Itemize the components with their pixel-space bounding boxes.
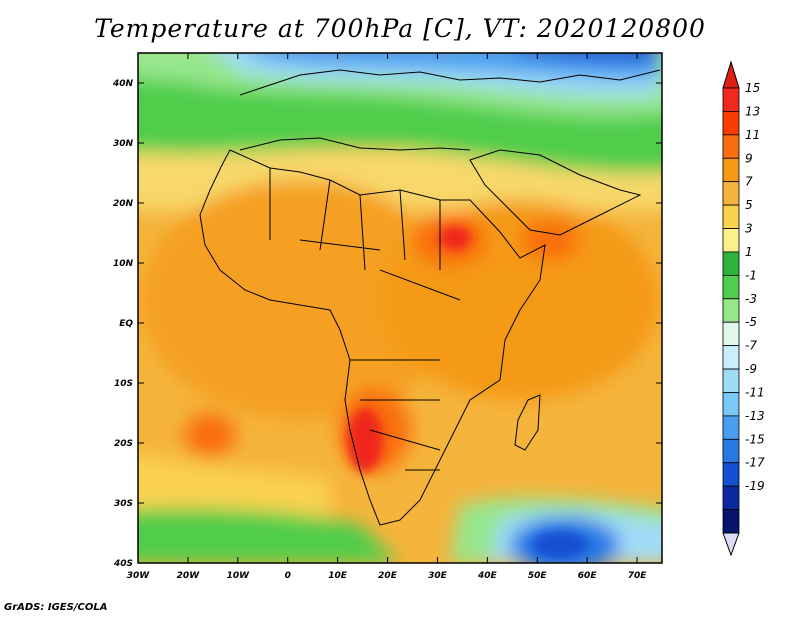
colorbar-swatch <box>722 228 740 253</box>
lat-tick-label: 10S <box>114 379 133 389</box>
colorbar-swatch <box>722 392 740 417</box>
latitude-axis: 40N 30N 20N 10N EQ 10S 20S 30S 40S <box>112 79 662 569</box>
colorbar-bottom-triangle <box>722 532 740 557</box>
lon-tick-label: 20E <box>378 571 398 581</box>
colorbar-swatch <box>722 345 740 370</box>
arabia-coastline <box>469 149 642 236</box>
colorbar-label: -5 <box>745 315 757 329</box>
colorbar-label: -13 <box>745 409 765 423</box>
colorbar-swatch <box>722 274 740 300</box>
colorbar-label: -1 <box>745 268 757 282</box>
colorbar-swatch <box>722 251 740 276</box>
mediterranean-south-coast <box>239 137 471 151</box>
lon-tick-label: 10W <box>227 571 251 581</box>
colorbar-label: -19 <box>745 479 765 493</box>
colorbar-swatch <box>722 204 740 229</box>
coastlines <box>199 69 661 526</box>
lat-tick-label: 30S <box>114 499 133 509</box>
colorbar-top-triangle <box>722 60 740 89</box>
lon-tick-label: 30W <box>127 571 151 581</box>
country-borders <box>269 168 461 471</box>
colorbar-swatch <box>722 111 740 136</box>
lon-tick-label: 0 <box>285 571 291 581</box>
colorbar-swatch <box>722 415 740 440</box>
colorbar-swatch <box>722 321 740 347</box>
lat-tick-label: 20S <box>114 439 133 449</box>
colorbar-label: -15 <box>745 432 765 446</box>
colorbar-swatch <box>722 181 740 206</box>
map-title: Temperature at 700hPa [C], VT: 202012080… <box>94 14 706 43</box>
europe-coastline <box>239 69 661 96</box>
temperature-field <box>138 53 662 563</box>
lon-tick-label: 40E <box>477 571 498 581</box>
colorbar-label: 5 <box>745 198 753 212</box>
lat-tick-label: 30N <box>113 139 134 149</box>
colorbar-label: 9 <box>745 151 753 165</box>
colorbar-swatch <box>722 485 740 510</box>
lat-tick-label: EQ <box>119 319 133 329</box>
colorbar-label: 15 <box>745 81 760 95</box>
colorbar-swatch <box>722 157 740 183</box>
colorbar-swatch <box>722 134 740 159</box>
colorbar-label: -11 <box>745 385 765 399</box>
grads-credit: GrADS: IGES/COLA <box>4 602 108 613</box>
lon-tick-label: 30E <box>428 571 448 581</box>
lon-tick-label: 60E <box>578 571 598 581</box>
lon-tick-label: 70E <box>628 571 648 581</box>
lon-tick-label: 50E <box>528 571 548 581</box>
lat-tick-label: 20N <box>113 199 134 209</box>
map-frame <box>137 52 663 564</box>
colorbar: 15 13 11 9 7 5 3 1 -1 -3 -5 -7 -9 -11 -13 -15 -17 -19 <box>722 60 765 557</box>
colorbar-swatch <box>722 87 740 112</box>
colorbar-label: -3 <box>745 292 757 306</box>
colorbar-swatch <box>722 298 740 323</box>
colorbar-label: 11 <box>745 128 760 142</box>
colorbar-swatch <box>722 438 740 464</box>
colorbar-label: -17 <box>745 456 765 470</box>
lat-tick-label: 40N <box>112 79 134 89</box>
lon-tick-label: 10E <box>328 571 348 581</box>
colorbar-label: 13 <box>745 104 760 118</box>
lat-tick-label: 40S <box>113 559 133 569</box>
colorbar-swatch <box>722 509 740 534</box>
lat-tick-label: 10N <box>113 259 134 269</box>
lon-tick-label: 20W <box>177 571 201 581</box>
colorbar-swatch <box>722 462 740 487</box>
colorbar-label: 1 <box>745 245 753 259</box>
colorbar-label: -7 <box>745 339 757 353</box>
longitude-axis: 30W 20W 10W 0 10E 20E 30E 40E 50E 60E 70E <box>127 53 647 581</box>
colorbar-label: 7 <box>745 175 753 189</box>
colorbar-label: 3 <box>745 222 753 236</box>
madagascar-coastline <box>514 394 541 451</box>
colorbar-label: -9 <box>745 362 757 376</box>
colorbar-swatch <box>722 368 740 393</box>
